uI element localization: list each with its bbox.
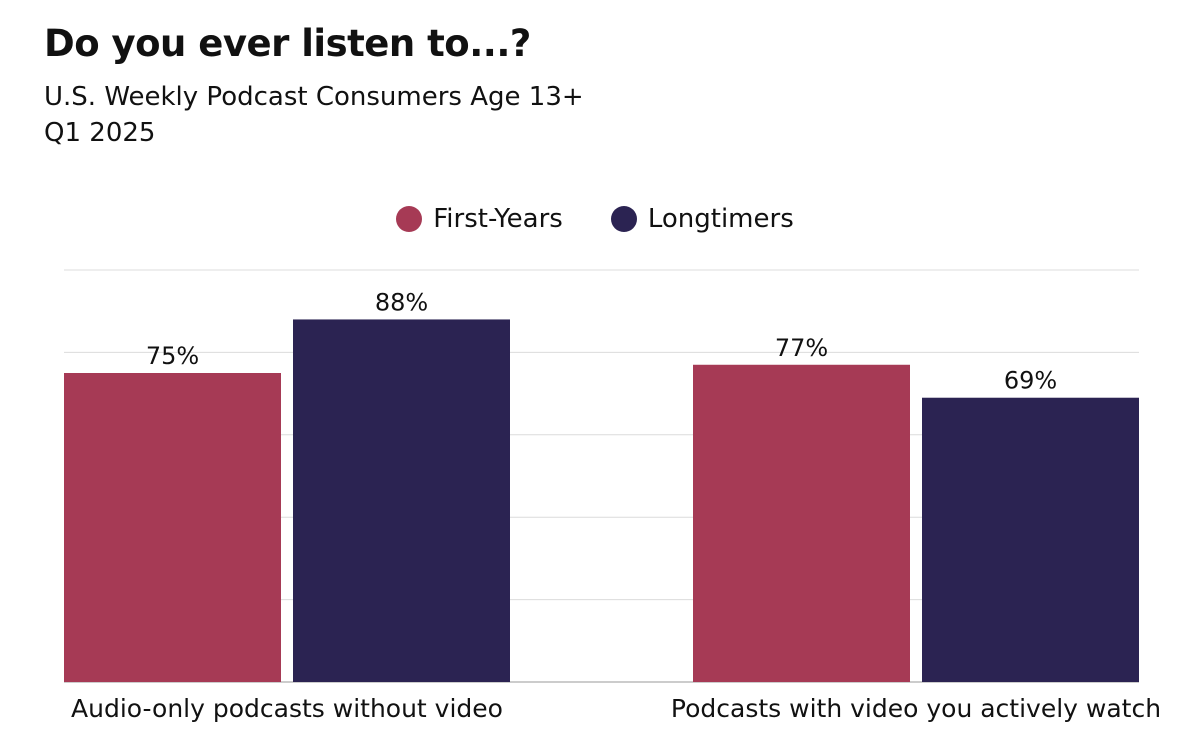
bar-longtimers-1 xyxy=(922,397,1139,682)
legend-item-longtimers: Longtimers xyxy=(610,204,794,234)
legend-label-first-years: First-Years xyxy=(433,204,563,234)
data-label: 69% xyxy=(1004,367,1057,395)
bar-first-years-0 xyxy=(64,373,281,682)
data-label: 88% xyxy=(375,288,428,316)
legend-swatch-longtimers xyxy=(610,206,637,232)
chart-date: Q1 2025 xyxy=(44,118,156,148)
data-label: 75% xyxy=(146,342,199,370)
category-label: Podcasts with video you actively watch xyxy=(671,694,1161,723)
legend: First-Years Longtimers xyxy=(0,204,1190,234)
legend-label-longtimers: Longtimers xyxy=(647,204,794,234)
legend-swatch-first-years xyxy=(396,206,423,232)
data-label: 77% xyxy=(775,334,828,362)
legend-item-first-years: First-Years xyxy=(396,204,563,234)
bar-first-years-1 xyxy=(693,364,910,682)
chart-title: Do you ever listen to...? xyxy=(44,22,531,65)
category-label: Audio-only podcasts without video xyxy=(71,694,503,723)
bar-longtimers-0 xyxy=(293,319,510,682)
chart-subtitle: U.S. Weekly Podcast Consumers Age 13+ xyxy=(44,82,584,112)
